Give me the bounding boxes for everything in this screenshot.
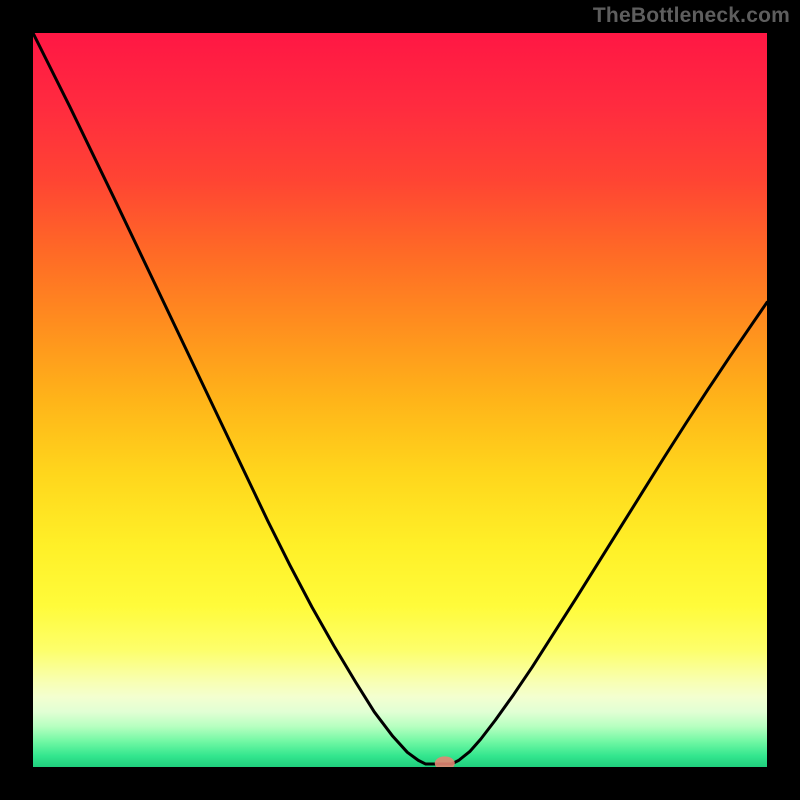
watermark-text: TheBottleneck.com <box>593 4 790 28</box>
gradient-background <box>33 33 767 767</box>
bottleneck-chart-svg <box>0 0 800 800</box>
chart-canvas: TheBottleneck.com <box>0 0 800 800</box>
